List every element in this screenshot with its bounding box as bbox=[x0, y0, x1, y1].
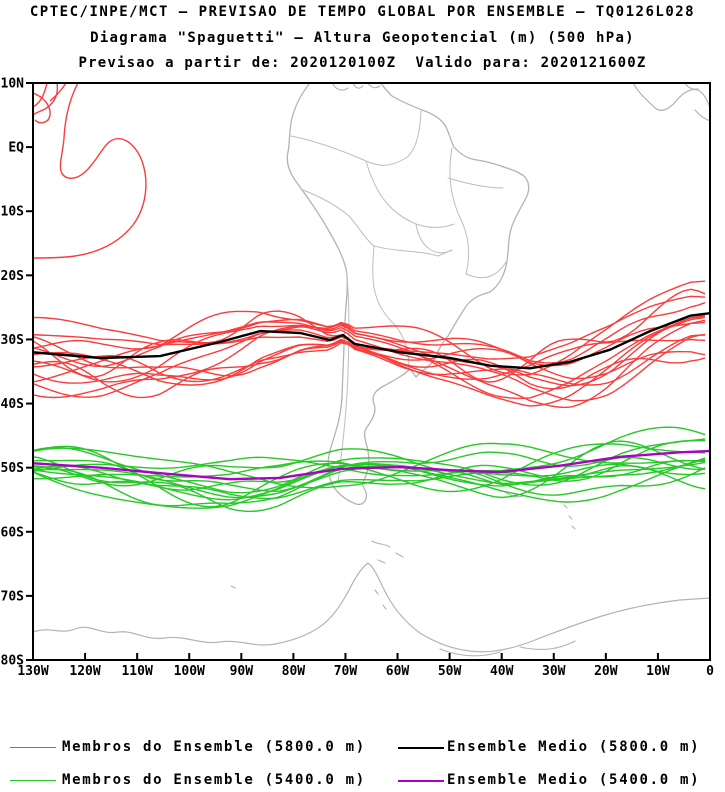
map-antarctica-coast bbox=[32, 562, 711, 653]
y-axis-label: 10S bbox=[1, 205, 25, 220]
legend-label-mean-5800: Ensemble Medio (5800.0 m) bbox=[447, 739, 701, 755]
y-axis-label: 30S bbox=[1, 333, 25, 348]
basemap bbox=[32, 82, 711, 657]
x-axis-label: 60W bbox=[386, 664, 410, 679]
ensemble-member-line bbox=[34, 336, 706, 380]
chart-title-line2: Diagrama "Spaguetti" — Altura Geopotenci… bbox=[90, 30, 635, 46]
legend-label-mean-5400: Ensemble Medio (5400.0 m) bbox=[447, 772, 701, 788]
map-islands bbox=[230, 491, 576, 610]
x-axis-label: 110W bbox=[121, 664, 152, 679]
x-axis-label: 80W bbox=[282, 664, 306, 679]
legend-line-mean-5400 bbox=[398, 780, 444, 782]
map-border-andes bbox=[337, 267, 350, 483]
map-border-brazil-interior bbox=[449, 147, 470, 275]
y-axis-label: 70S bbox=[1, 589, 25, 604]
map-border-amazon-w bbox=[365, 160, 455, 228]
ensemble-member-line bbox=[34, 458, 706, 509]
map-border-brazil-c bbox=[415, 223, 453, 254]
y-axis-label: 40S bbox=[1, 397, 25, 412]
ensemble-mean-line bbox=[34, 449, 709, 481]
ensemble-member-contour bbox=[34, 84, 147, 259]
chart-title-line1: CPTEC/INPE/MCT — PREVISAO DE TEMPO GLOBA… bbox=[29, 4, 696, 20]
ensemble-member-line bbox=[34, 280, 706, 376]
y-axis-label: 60S bbox=[1, 525, 25, 540]
ensemble-member-line bbox=[34, 302, 706, 364]
chart-title-line3: Previsao a partir de: 2020120100Z Valido… bbox=[78, 55, 647, 71]
y-axis-label: 80S bbox=[1, 654, 25, 669]
x-axis-label: 0 bbox=[706, 664, 714, 679]
ensemble-member-contour bbox=[34, 84, 59, 117]
x-axis-label: 40W bbox=[490, 664, 514, 679]
x-axis-label: 50W bbox=[438, 664, 462, 679]
map-border-brazil-ne bbox=[447, 177, 504, 189]
map-border-north bbox=[290, 110, 422, 166]
ensemble-mean-line bbox=[34, 312, 709, 370]
x-axis-label: 120W bbox=[69, 664, 100, 679]
ensemble-member-line bbox=[34, 334, 706, 386]
map-border-peru-bolivia bbox=[302, 189, 375, 247]
legend-line-mean-5800 bbox=[398, 747, 444, 749]
x-axis-label: 90W bbox=[230, 664, 254, 679]
x-axis-label: 30W bbox=[542, 664, 566, 679]
legend-label-members-5800: Membros do Ensemble (5800.0 m) bbox=[62, 739, 366, 755]
x-axis-label: 100W bbox=[174, 664, 205, 679]
ensemble-member-contour bbox=[49, 84, 67, 102]
ensemble-member-line bbox=[34, 319, 706, 409]
ensemble-member-line bbox=[34, 338, 706, 386]
y-axis-label: 20S bbox=[1, 269, 25, 284]
map-antarctica-shelf bbox=[439, 640, 576, 657]
ensemble-member-line bbox=[34, 457, 706, 501]
map-border-bolivia-brazil bbox=[373, 245, 453, 257]
ensemble-lines bbox=[34, 84, 709, 513]
legend-label-members-5400: Membros do Ensemble (5400.0 m) bbox=[62, 772, 366, 788]
y-axis-label: 50S bbox=[1, 461, 25, 476]
ensemble-member-line bbox=[34, 288, 706, 383]
x-axis-label: 70W bbox=[334, 664, 358, 679]
y-axis-label: 10N bbox=[1, 77, 25, 92]
x-axis-label: 130W bbox=[17, 664, 48, 679]
map-south-america-coast bbox=[286, 82, 530, 506]
map-africa-coast bbox=[632, 82, 711, 122]
ensemble-member-contour bbox=[34, 84, 48, 108]
map-caribbean-coast-bits bbox=[331, 82, 381, 91]
ensemble-member-contour bbox=[34, 92, 51, 124]
y-axis-label: EQ bbox=[8, 141, 24, 156]
ensemble-member-line bbox=[34, 443, 706, 493]
x-axis-label: 10W bbox=[646, 664, 670, 679]
legend-line-members-5400 bbox=[10, 780, 56, 781]
x-axis-label: 20W bbox=[594, 664, 618, 679]
map-border-brazil-se bbox=[465, 261, 507, 279]
plot-border bbox=[32, 82, 711, 661]
ensemble-member-line bbox=[34, 426, 706, 477]
legend-line-members-5800 bbox=[10, 747, 56, 748]
ensemble-member-line bbox=[34, 440, 705, 487]
